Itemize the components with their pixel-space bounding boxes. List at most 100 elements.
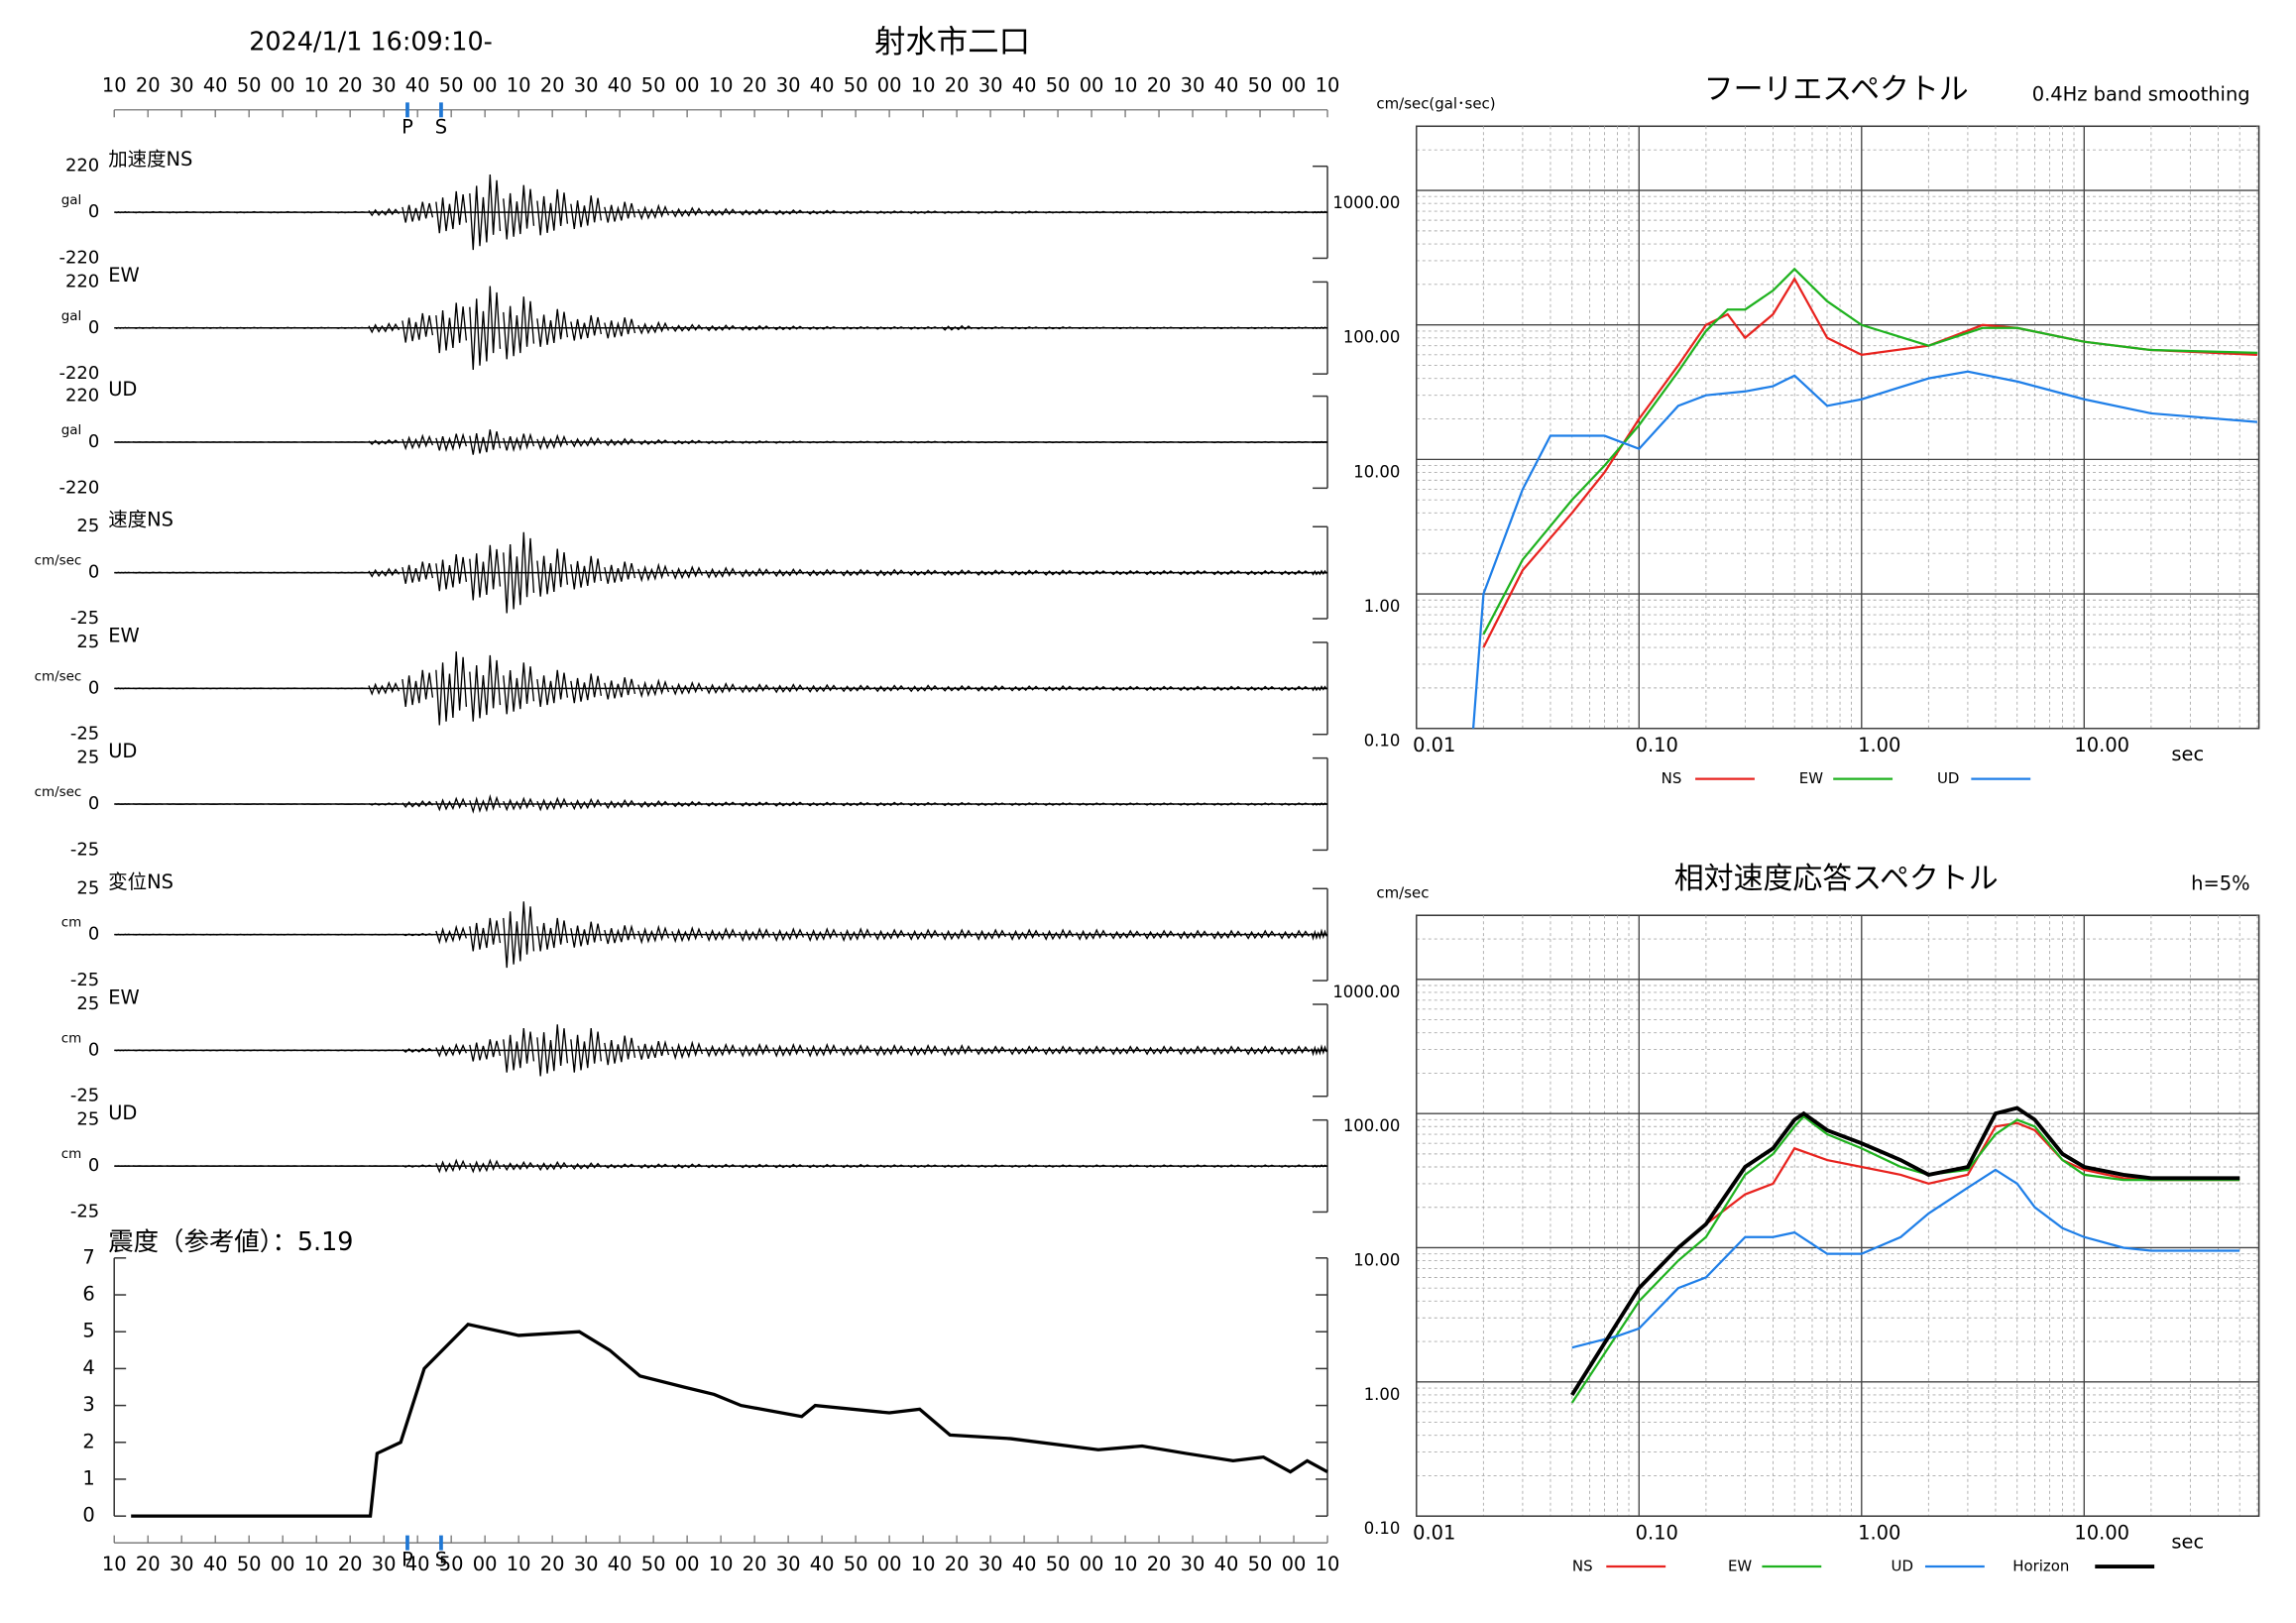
waveform-segment [1076,802,1107,806]
waveform-segment [604,1035,636,1066]
waveform-segment [806,568,838,577]
waveform-segment [1311,210,1327,214]
waveform-segment [1008,569,1040,576]
time-tick-label: 40 [405,1553,430,1575]
unit-label: cm/sec [35,785,82,800]
waveform-segment [1076,928,1107,941]
waveform-segment [941,928,973,941]
waveform-segment [469,917,502,952]
intensity-line [131,1322,1328,1518]
waveform-segment [368,802,400,806]
y-tick-label: 0 [88,317,99,338]
time-tick-label: 30 [574,1553,599,1575]
x-tick-label: 1.00 [1858,1522,1900,1545]
waveform-segment [975,802,1006,806]
waveform-segment [1244,569,1276,576]
y-tick-label: 7 [82,1245,94,1268]
waveform-segment [300,1049,332,1052]
time-tick-label: 50 [1248,1553,1273,1575]
y-tick-label: 0 [88,1039,99,1060]
time-tick-label: 20 [743,1553,767,1575]
waveform-segment [1042,440,1074,444]
waveform-segment [840,210,871,215]
waveform-segment [503,184,535,240]
time-tick-label: 40 [1214,1553,1239,1575]
time-tick-label: 40 [608,73,632,96]
waveform-segment [941,1044,973,1057]
waveform-segment [1143,210,1175,214]
legend-label: NS [1662,769,1682,787]
time-tick-label: 50 [439,73,464,96]
waveform-segment [705,1042,737,1058]
waveform-segment [1008,1045,1040,1056]
waveform-segment [941,440,973,444]
legend-label: NS [1572,1558,1593,1575]
time-tick-label: 20 [136,73,161,96]
waveform-segment [570,436,602,448]
legend-label: Horizon [2012,1558,2069,1575]
waveform-segment [637,320,670,335]
spectrum-line [1570,1105,2240,1396]
waveform-segment [402,1047,433,1054]
waveform-segment [402,433,434,451]
waveform-segment [907,1044,940,1057]
y-tick-label: 0 [88,562,99,583]
y-tick-label: 100.00 [1343,328,1401,347]
waveform-segment [503,1028,535,1073]
panel-label: UD [108,740,137,762]
waveform-segment [334,933,366,936]
waveform-segment [402,800,433,808]
y-axis-label: cm/sec [1376,883,1429,901]
waveform-segment [503,432,535,453]
y-tick-label: -25 [70,1201,99,1221]
waveform-segment [739,440,770,444]
waveform-segment [435,651,468,726]
waveform-segment [840,927,871,943]
x-axis-label: sec [2171,743,2204,765]
unit-label: cm/sec [35,554,82,569]
panel-label: 加速度NS [108,148,192,171]
waveform-segment [166,326,197,329]
panel-label: EW [108,986,140,1009]
waveform-segment [907,325,939,330]
time-tick-label: 10 [304,1553,329,1575]
panel-label: EW [108,264,140,287]
y-tick-label: 0 [82,1504,94,1527]
waveform-segment [806,1163,838,1169]
waveform-segment [873,210,905,214]
waveform-segment [671,206,703,218]
time-tick-label: 30 [978,1553,1003,1575]
time-tick-label: 50 [237,1553,262,1575]
waveform-segment [1177,1164,1208,1168]
time-tick-label: 50 [1046,73,1071,96]
time-tick-label: 30 [776,73,801,96]
time-tick-label: 30 [1181,73,1205,96]
waveform-segment [1210,440,1242,444]
waveform-segment [705,566,737,579]
waveform-segment [941,569,973,577]
waveform-segment [570,673,603,704]
time-tick-label: 40 [1012,73,1037,96]
waveform-segment [1042,802,1074,806]
time-tick-label: 10 [102,73,127,96]
unit-label: gal [61,309,82,324]
waveform-segment [1143,802,1175,806]
phase-label: S [435,1549,447,1571]
waveform-segment [840,801,871,807]
waveform-segment [199,326,231,329]
time-tick-label: 40 [1214,73,1239,96]
waveform-segment [166,933,197,936]
waveform-segment [806,801,838,807]
spectrum-line [1482,277,2258,648]
time-tick-label: 40 [203,1553,228,1575]
y-tick-label: -220 [59,247,100,268]
waveform-segment [114,210,131,214]
waveform-segment [132,687,164,690]
time-tick-label: 00 [1282,1553,1307,1575]
time-tick-label: 30 [776,1553,801,1575]
waveform-segment [570,555,603,590]
waveform-segment [469,429,502,455]
waveform-segment [941,210,973,214]
waveform-segment [1244,802,1276,806]
waveform-segment [1008,685,1040,692]
